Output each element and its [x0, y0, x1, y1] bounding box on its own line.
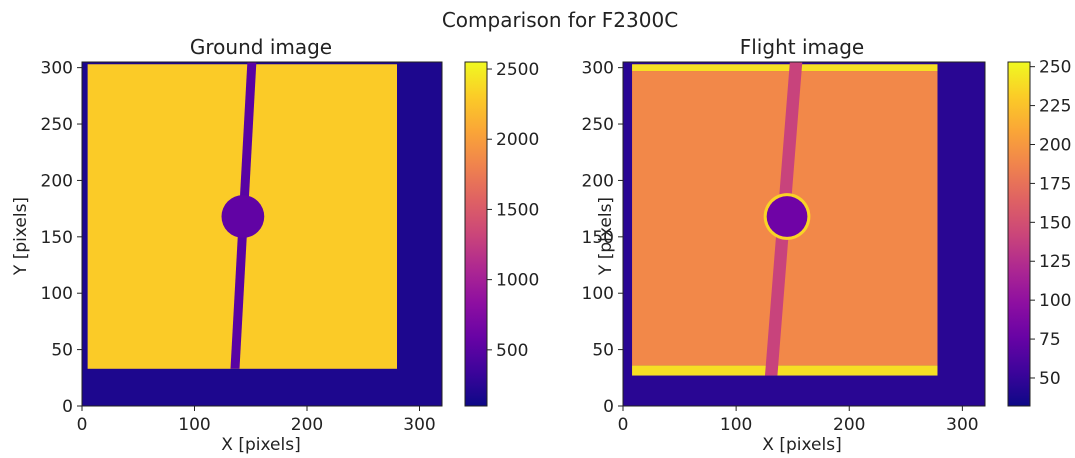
- x-tick-label: 200: [833, 415, 865, 435]
- ground-image-axes: 0 100 200 300 0 50 100 150 200 250 300: [41, 59, 443, 435]
- ground-image-ylabel: Y [pixels]: [11, 197, 31, 276]
- y-tick-label: 0: [62, 397, 73, 417]
- colorbar-tick-label: 150: [1039, 213, 1071, 233]
- y-tick-label: 250: [41, 115, 73, 135]
- bright-bottom-edge: [632, 365, 938, 376]
- x-tick-label: 300: [403, 415, 435, 435]
- colorbar-tick-label: 1000: [496, 271, 539, 291]
- x-tick-label: 100: [178, 415, 210, 435]
- colorbar-tick-label: 200: [1039, 135, 1071, 155]
- colorbar-tick-label: 100: [1039, 291, 1071, 311]
- flight-image-colorbar: 50 75 100 125 150 175 200 225 250: [1007, 58, 1071, 407]
- flight-image-panel: Flight image 0 100 200 300 0 50 100 150 200 250 30…: [582, 35, 1072, 455]
- y-tick-label: 150: [41, 228, 73, 248]
- y-tick-label: 150: [582, 228, 614, 248]
- x-tick-label: 300: [946, 415, 978, 435]
- y-tick-label: 100: [41, 284, 73, 304]
- y-tick-label: 200: [41, 171, 73, 191]
- colorbar-tick-label: 125: [1039, 252, 1071, 272]
- ground-image-colorbar: 500 1000 1500 2000 2500: [464, 60, 539, 407]
- y-tick-label: 300: [582, 59, 614, 79]
- y-tick-label: 50: [51, 341, 73, 361]
- colorbar-tick-label: 75: [1039, 330, 1061, 350]
- figure-suptitle: Comparison for F2300C: [442, 8, 678, 32]
- colorbar-gradient: [1007, 61, 1031, 407]
- flight-image-axes: 0 100 200 300 0 50 100 150 200 250 300: [582, 59, 986, 435]
- central-spot: [221, 195, 265, 238]
- ground-image-title: Ground image: [190, 35, 332, 59]
- colorbar-tick-label: 225: [1039, 97, 1071, 117]
- axes-frame: [622, 61, 986, 407]
- y-tick-label: 200: [582, 171, 614, 191]
- colorbar-gradient: [464, 61, 488, 407]
- y-tick-label: 100: [582, 284, 614, 304]
- colorbar-tick-label: 1500: [496, 200, 539, 220]
- axes-frame: [81, 61, 443, 407]
- ground-image-heatmap: [82, 62, 442, 406]
- colorbar-tick-label: 50: [1039, 369, 1061, 389]
- colorbar-tick-label: 500: [496, 341, 528, 361]
- y-tick-label: 0: [603, 397, 614, 417]
- colorbar-tick-label: 2500: [496, 60, 539, 80]
- y-tick-label: 250: [582, 115, 614, 135]
- x-tick-label: 200: [291, 415, 323, 435]
- central-spot: [766, 196, 808, 237]
- colorbar-tick-label: 2000: [496, 130, 539, 150]
- bright-top-edge: [632, 64, 938, 72]
- flight-image-title: Flight image: [740, 35, 864, 59]
- colorbar-tick-label: 250: [1039, 58, 1071, 78]
- y-tick-label: 50: [592, 341, 614, 361]
- x-tick-label: 100: [720, 415, 752, 435]
- y-tick-label: 300: [41, 59, 73, 79]
- flight-image-ylabel: Y [pixels]: [596, 197, 616, 276]
- colorbar-tick-label: 175: [1039, 174, 1071, 194]
- ground-image-panel: Ground image 0 100 200 300 0 50 100 150 200 250 30…: [11, 35, 539, 455]
- x-tick-label: 0: [618, 415, 629, 435]
- x-tick-label: 0: [77, 415, 88, 435]
- flight-image-heatmap: [623, 62, 985, 406]
- flight-image-xlabel: X [pixels]: [762, 435, 841, 455]
- ground-image-xlabel: X [pixels]: [221, 435, 300, 455]
